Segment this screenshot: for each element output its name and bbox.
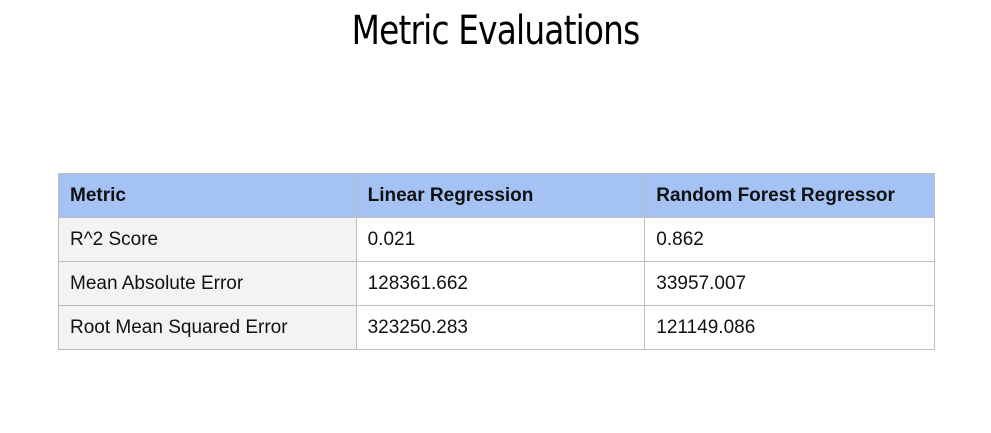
metrics-table: Metric Linear Regression Random Forest R…	[58, 173, 935, 350]
linear-regression-value-cell: 128361.662	[355, 261, 646, 306]
metric-name-cell: Mean Absolute Error	[58, 261, 357, 306]
random-forest-value-cell: 121149.086	[644, 305, 935, 350]
table-row: Mean Absolute Error 128361.662 33957.007	[58, 261, 935, 306]
linear-regression-value-cell: 0.021	[355, 217, 646, 262]
random-forest-value-cell: 33957.007	[644, 261, 935, 306]
table-row: Root Mean Squared Error 323250.283 12114…	[58, 305, 935, 350]
random-forest-value-cell: 0.862	[644, 217, 935, 262]
header-linear-regression: Linear Regression	[355, 173, 646, 218]
metric-name-cell: Root Mean Squared Error	[58, 305, 357, 350]
header-random-forest-regressor: Random Forest Regressor	[644, 173, 935, 218]
page-title: Metric Evaluations	[351, 8, 641, 54]
linear-regression-value-cell: 323250.283	[355, 305, 646, 350]
table-row: R^2 Score 0.021 0.862	[58, 217, 935, 262]
header-metric: Metric	[58, 173, 357, 218]
metric-name-cell: R^2 Score	[58, 217, 357, 262]
table-header-row: Metric Linear Regression Random Forest R…	[58, 173, 935, 218]
